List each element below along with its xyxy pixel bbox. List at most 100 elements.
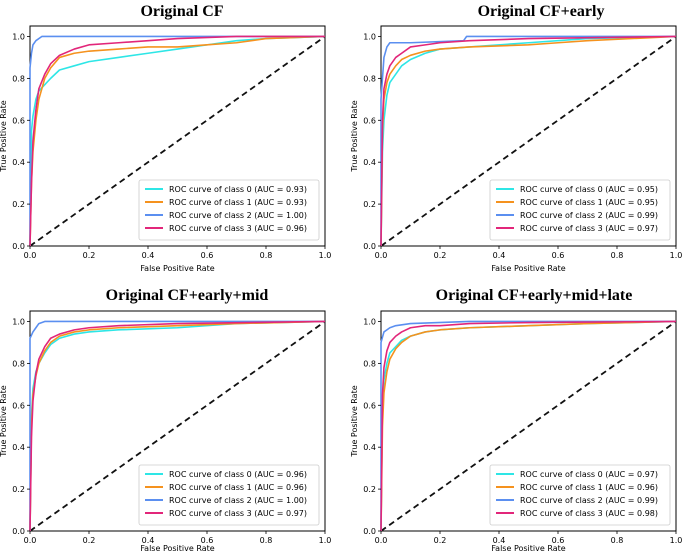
y-tick-label: 0.2 — [363, 485, 376, 494]
chance-diagonal-line — [380, 320, 677, 532]
y-tick-label: 0.4 — [12, 158, 25, 167]
legend-label-class-3: ROC curve of class 3 (AUC = 0.97) — [169, 509, 307, 518]
legend-label-class-3: ROC curve of class 3 (AUC = 0.98) — [520, 509, 658, 518]
y-tick-label: 0.0 — [363, 242, 376, 251]
chance-diagonal-line — [29, 320, 326, 532]
x-tick-label: 0.2 — [434, 536, 447, 545]
legend-label-class-2: ROC curve of class 2 (AUC = 1.00) — [169, 496, 307, 505]
x-tick-label: 0.4 — [142, 251, 155, 260]
legend-label-class-0: ROC curve of class 0 (AUC = 0.96) — [169, 470, 307, 479]
roc-curve-class-2 — [29, 320, 325, 531]
x-tick-label: 0.6 — [552, 536, 565, 545]
panel-original-cf-early-mid-late: Original CF+early+mid+late 0.0 0.2 0.4 0.6 0… — [350, 287, 682, 553]
roc-curve-class-2 — [29, 35, 325, 246]
y-tick-label: 0.0 — [12, 527, 25, 536]
x-tick-label: 0.8 — [611, 251, 624, 260]
x-tick-label: 1.0 — [670, 251, 683, 260]
x-tick-label: 0.0 — [375, 251, 388, 260]
roc-curve-class-1 — [29, 35, 326, 247]
legend: ROC curve of class 0 (AUC = 0.96) ROC cur… — [138, 464, 320, 526]
legend-label-class-0: ROC curve of class 0 (AUC = 0.93) — [169, 185, 307, 194]
curves-group — [29, 320, 326, 532]
x-tick-label: 0.4 — [142, 536, 155, 545]
y-tick-label: 0.2 — [12, 485, 25, 494]
x-axis-label: False Positive Rate — [491, 544, 565, 553]
roc-curve-class-1 — [380, 320, 677, 532]
legend-label-class-2: ROC curve of class 2 (AUC = 0.99) — [520, 211, 658, 220]
y-tick-label: 0.2 — [12, 200, 25, 209]
x-tick-label: 0.2 — [83, 251, 96, 260]
x-axis-label: False Positive Rate — [491, 264, 565, 273]
roc-curve-class-2 — [380, 35, 676, 246]
x-tick-label: 0.4 — [493, 536, 506, 545]
y-axis-label: True Positive Rate — [0, 385, 8, 457]
curves-group — [380, 320, 677, 532]
y-tick-label: 0.4 — [12, 443, 25, 452]
curves-group — [29, 35, 326, 247]
roc-curve-class-0 — [29, 320, 326, 532]
panel-title: Original CF+early+mid+late — [436, 287, 633, 304]
x-tick-label: 0.6 — [201, 251, 214, 260]
y-tick-label: 0.2 — [363, 200, 376, 209]
x-tick-label: 0.0 — [375, 536, 388, 545]
x-tick-label: 0.8 — [611, 536, 624, 545]
y-tick-label: 0.6 — [12, 401, 25, 410]
y-tick-label: 0.8 — [363, 74, 376, 83]
panel-title: Original CF — [140, 3, 223, 20]
legend: ROC curve of class 0 (AUC = 0.95) ROC cur… — [489, 179, 671, 241]
y-axis-label: True Positive Rate — [350, 100, 359, 172]
y-tick-label: 0.6 — [363, 116, 376, 125]
x-tick-label: 0.4 — [493, 251, 506, 260]
y-tick-label: 0.6 — [363, 401, 376, 410]
x-tick-label: 0.2 — [83, 536, 96, 545]
legend-box — [489, 179, 671, 241]
panel-original-cf: Original CF 0.0 0.2 0.4 0.6 0.8 1.0 0.0 0.2 0.4 0… — [0, 3, 331, 273]
x-tick-label: 0.8 — [260, 251, 273, 260]
panel-title: Original CF+early+mid — [106, 287, 269, 304]
ticks-group: 0.0 0.2 0.4 0.6 0.8 1.0 0.0 0.2 0.4 0.6 0.8 1.0 — [12, 317, 331, 545]
legend-box — [138, 464, 320, 526]
x-tick-label: 0.6 — [552, 251, 565, 260]
legend-label-class-1: ROC curve of class 1 (AUC = 0.96) — [169, 483, 307, 492]
x-tick-label: 1.0 — [319, 251, 332, 260]
y-tick-label: 0.6 — [12, 116, 25, 125]
roc-curve-class-3 — [380, 320, 677, 532]
y-tick-label: 0.0 — [12, 242, 25, 251]
ticks-group: 0.0 0.2 0.4 0.6 0.8 1.0 0.0 0.2 0.4 0.6 0.8 1.0 — [12, 32, 331, 260]
roc-curve-class-3 — [380, 35, 677, 247]
panel-title: Original CF+early — [478, 3, 605, 20]
legend-label-class-0: ROC curve of class 0 (AUC = 0.97) — [520, 470, 658, 479]
x-tick-label: 0.2 — [434, 251, 447, 260]
panel-original-cf-early: Original CF+early 0.0 0.2 0.4 0.6 0.8 1.0 0.0 0… — [350, 3, 682, 273]
x-tick-label: 1.0 — [670, 536, 683, 545]
legend-label-class-1: ROC curve of class 1 (AUC = 0.93) — [169, 198, 307, 207]
x-tick-label: 0.0 — [24, 536, 37, 545]
roc-curve-class-1 — [380, 35, 677, 247]
y-tick-label: 0.0 — [363, 527, 376, 536]
ticks-group: 0.0 0.2 0.4 0.6 0.8 1.0 0.0 0.2 0.4 0.6 0.8 1.0 — [363, 317, 682, 545]
ticks-group: 0.0 0.2 0.4 0.6 0.8 1.0 0.0 0.2 0.4 0.6 0.8 1.0 — [363, 32, 682, 260]
roc-curve-class-0 — [380, 35, 677, 247]
curves-group — [380, 35, 677, 247]
roc-curve-class-3 — [29, 35, 325, 247]
legend-label-class-0: ROC curve of class 0 (AUC = 0.95) — [520, 185, 658, 194]
panel-original-cf-early-mid: Original CF+early+mid 0.0 0.2 0.4 0.6 0.8 1.0… — [0, 287, 331, 553]
y-tick-label: 1.0 — [363, 317, 376, 326]
chance-diagonal-line — [380, 35, 677, 247]
x-axis-label: False Positive Rate — [140, 544, 214, 553]
x-tick-label: 1.0 — [319, 536, 332, 545]
x-tick-label: 0.6 — [201, 536, 214, 545]
y-tick-label: 0.8 — [363, 359, 376, 368]
legend-label-class-3: ROC curve of class 3 (AUC = 0.96) — [169, 224, 307, 233]
legend-label-class-1: ROC curve of class 1 (AUC = 0.96) — [520, 483, 658, 492]
y-tick-label: 0.8 — [12, 359, 25, 368]
legend: ROC curve of class 0 (AUC = 0.93) ROC cur… — [138, 179, 320, 241]
roc-curve-class-2 — [380, 320, 676, 531]
legend-label-class-3: ROC curve of class 3 (AUC = 0.97) — [520, 224, 658, 233]
legend: ROC curve of class 0 (AUC = 0.97) ROC cur… — [489, 464, 671, 526]
chance-diagonal-line — [29, 35, 326, 247]
y-tick-label: 1.0 — [12, 32, 25, 41]
x-axis-label: False Positive Rate — [140, 264, 214, 273]
x-tick-label: 0.0 — [24, 251, 37, 260]
